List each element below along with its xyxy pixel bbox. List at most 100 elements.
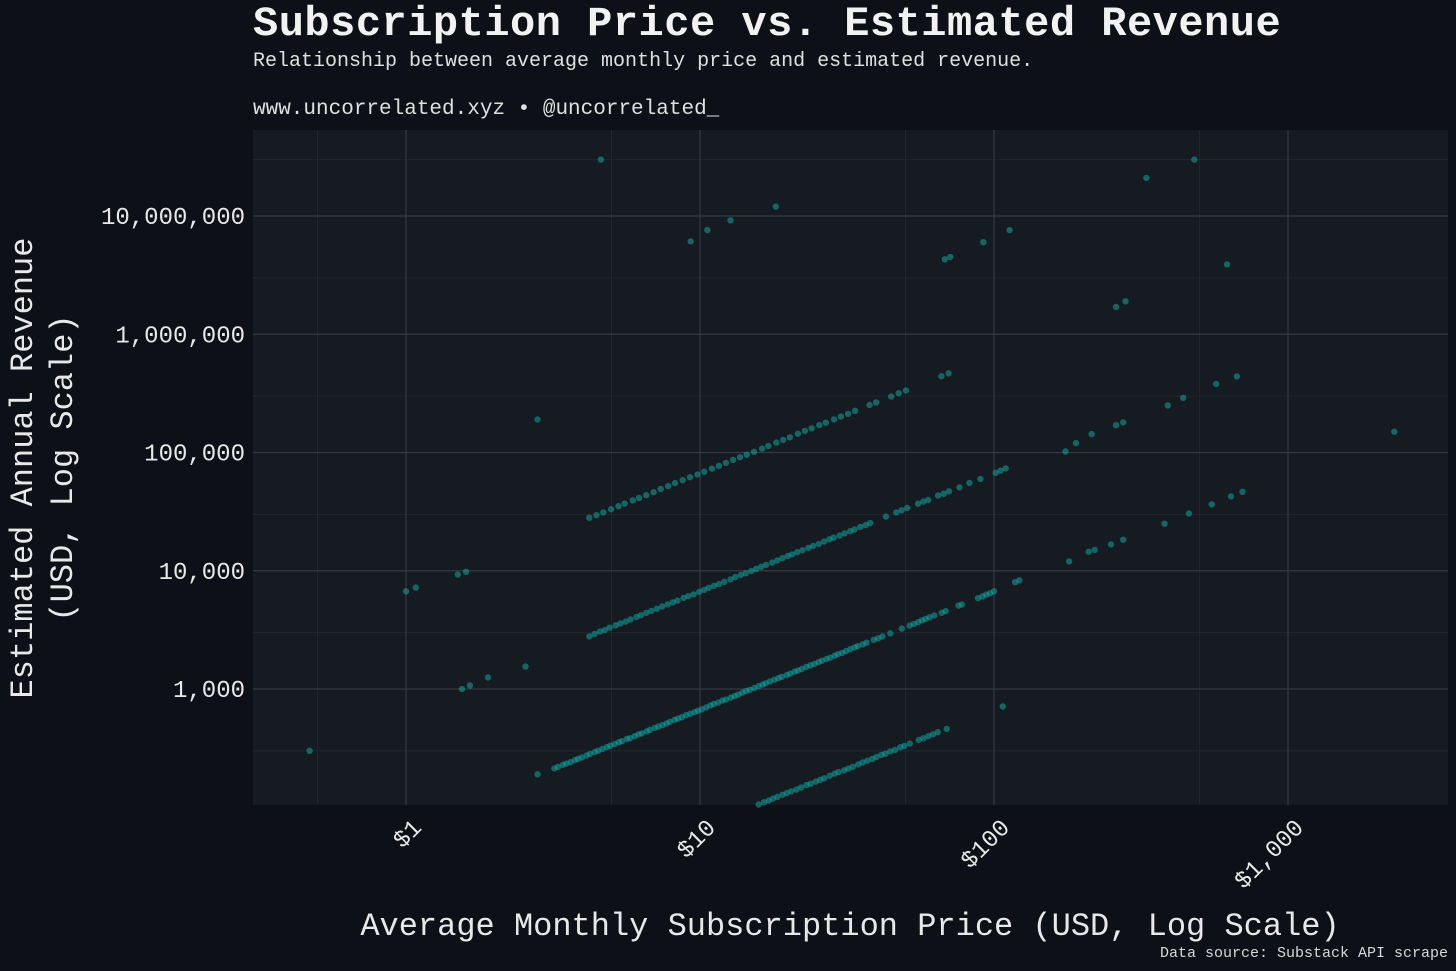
- chart-subtitle: Relationship between average monthly pri…: [253, 50, 1034, 73]
- scatter-point: [1062, 448, 1069, 455]
- scatter-point: [466, 682, 474, 689]
- scatter-point: [820, 538, 828, 545]
- scatter-point: [597, 156, 605, 163]
- scatter-point: [534, 771, 541, 778]
- scatter-point: [454, 571, 461, 578]
- scatter-point: [607, 506, 615, 513]
- scatter-point: [727, 576, 734, 583]
- scatter-point: [794, 549, 801, 556]
- plot-panel: [253, 130, 1448, 805]
- scatter-point: [943, 725, 950, 733]
- scatter-point: [857, 523, 864, 531]
- scatter-point: [956, 484, 963, 491]
- scatter-point: [854, 642, 861, 650]
- scatter-point: [1180, 394, 1187, 401]
- scatter-point: [715, 580, 723, 588]
- scatter-point: [690, 591, 697, 598]
- scatter-point: [458, 685, 466, 693]
- scatter-point: [484, 674, 492, 681]
- scatter-point: [1213, 380, 1220, 388]
- scatter-point: [534, 416, 541, 423]
- scatter-point: [1120, 536, 1127, 543]
- grid-minor: [253, 130, 1448, 805]
- x-tick-label: $10: [673, 815, 723, 865]
- scatter-point: [1391, 428, 1398, 435]
- scatter-point: [851, 526, 858, 533]
- scatter-point: [653, 605, 661, 612]
- scatter-point: [638, 730, 646, 737]
- scatter-point: [778, 673, 785, 680]
- scatter-point: [830, 534, 837, 541]
- data-source-note: Data source: Substack API scrape: [1159, 945, 1448, 962]
- scatter-point: [705, 584, 712, 591]
- scatter-point: [849, 763, 856, 770]
- scatter-point: [821, 775, 828, 782]
- grid-major: [253, 130, 1448, 805]
- x-tick: $1: [389, 815, 428, 854]
- scatter-point: [945, 488, 953, 495]
- scatter-point: [835, 768, 842, 776]
- scatter-point: [1185, 510, 1193, 517]
- scatter-point: [729, 456, 737, 464]
- scatter-point: [618, 738, 626, 745]
- scatter-point: [925, 496, 932, 504]
- scatter-point: [864, 757, 871, 764]
- scatter-point: [671, 479, 679, 487]
- scatter-point: [650, 489, 657, 496]
- scatter-point: [627, 616, 634, 623]
- scatter-point: [306, 747, 313, 754]
- scatter-point: [779, 555, 786, 562]
- x-tick-label: $1,000: [1230, 815, 1310, 895]
- scatter-point: [657, 485, 664, 493]
- scatter-point: [704, 226, 711, 234]
- x-tick: $100: [957, 815, 1017, 875]
- x-axis-ticks: $1 $10 $100 $1,000: [389, 815, 1310, 895]
- scatter-point: [1112, 303, 1120, 311]
- scatter-point: [1161, 520, 1168, 527]
- y-axis-label-line-1: Estimated Annual Revenue: [5, 238, 42, 699]
- scatter-point: [841, 530, 848, 537]
- scatter-point: [788, 788, 795, 795]
- scatter-point: [727, 217, 734, 224]
- scatter-point: [659, 603, 666, 610]
- scatter-point: [622, 618, 629, 625]
- scatter-point: [1143, 174, 1150, 182]
- scatter-point: [940, 490, 947, 497]
- scatter-point: [895, 390, 902, 397]
- scatter-point: [1002, 465, 1009, 472]
- scatter-point: [753, 565, 760, 572]
- scatter-point: [685, 592, 692, 600]
- scatter-point: [773, 439, 780, 446]
- scatter-point: [629, 497, 636, 504]
- scatter-point: [722, 696, 730, 703]
- scatter-point: [462, 568, 470, 575]
- scatter-point: [586, 633, 593, 640]
- scatter-point: [851, 407, 859, 414]
- scatter-point: [721, 578, 728, 585]
- scatter-point: [966, 479, 973, 487]
- credit-line[interactable]: www.uncorrelated.xyz • @uncorrelated_: [253, 98, 720, 121]
- scatter-point: [844, 410, 852, 417]
- scatter-point: [648, 607, 655, 615]
- scatter-point: [617, 620, 624, 627]
- scatter-point: [938, 373, 945, 380]
- scatter-point: [879, 633, 886, 640]
- y-tick-label: 10,000,000: [101, 205, 245, 232]
- data-points: [306, 156, 1398, 808]
- scatter-point: [1239, 488, 1246, 495]
- scatter-point: [882, 513, 890, 520]
- scatter-point: [732, 573, 739, 581]
- scatter-point: [1016, 577, 1023, 584]
- scatter-point: [807, 780, 814, 787]
- scatter-point: [999, 703, 1006, 710]
- scatter-point: [780, 436, 787, 444]
- scatter-point: [822, 419, 829, 426]
- scatter-point: [931, 612, 938, 619]
- scatter-point: [887, 630, 894, 637]
- scatter-point: [643, 609, 650, 617]
- scatter-point: [1065, 558, 1073, 565]
- scatter-point: [934, 729, 941, 736]
- scatter-point: [1208, 501, 1215, 508]
- scatter-point: [920, 498, 927, 505]
